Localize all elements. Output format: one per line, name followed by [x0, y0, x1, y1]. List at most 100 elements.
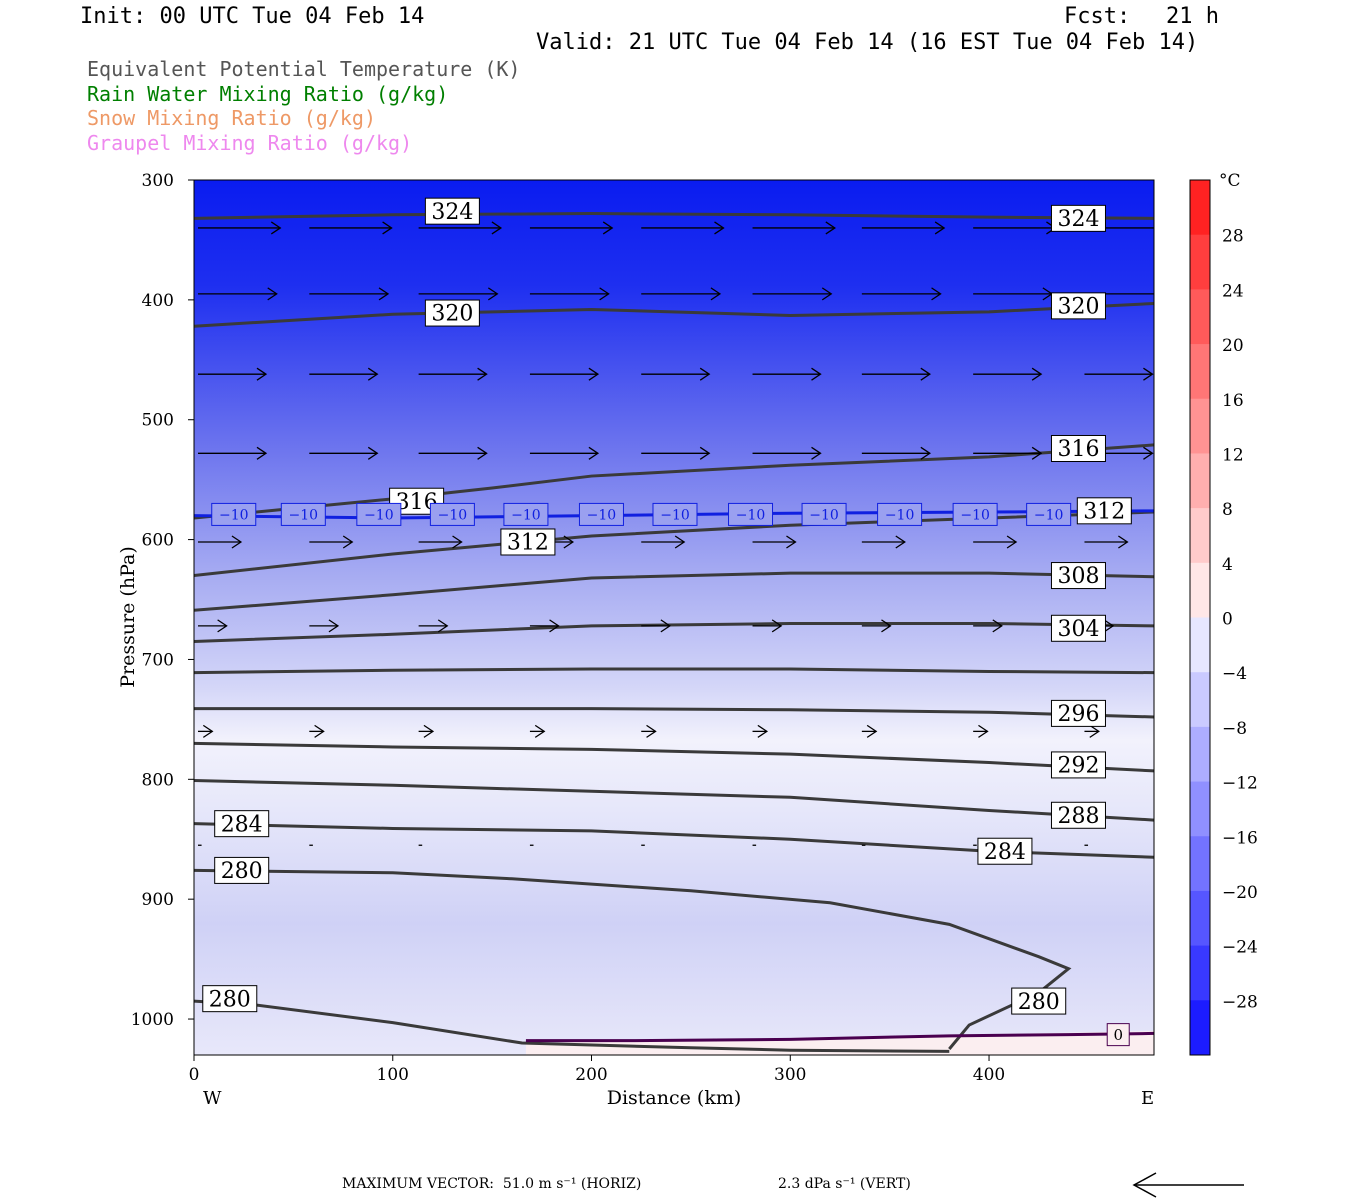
svg-text:320: 320 [1057, 295, 1099, 320]
svg-text:284: 284 [984, 840, 1026, 865]
colorbar-cell [1190, 945, 1210, 1001]
isotherm-label: −10 [356, 502, 402, 526]
y-tick-label: 500 [142, 411, 174, 431]
colorbar-cell [1190, 234, 1210, 290]
theta-e-contour-300 [194, 667, 1154, 675]
colorbar-label: 12 [1222, 445, 1244, 465]
theta-e-contour-292 [194, 741, 1154, 773]
wind-vector [198, 535, 243, 549]
theta-e-contour-296 [194, 707, 1154, 719]
colorbar-label: −28 [1222, 992, 1258, 1012]
colorbar-cell [1190, 289, 1210, 345]
colorbar-cell [1190, 672, 1210, 728]
theta-e-contour-308 [194, 571, 1154, 612]
plot-frame [193, 179, 1155, 1056]
colorbar-label: 8 [1222, 500, 1233, 520]
wind-vectors [198, 221, 1154, 846]
y-tick-label: 300 [142, 171, 174, 191]
svg-text:312: 312 [1083, 500, 1125, 525]
colorbar-cell [1190, 617, 1210, 673]
wind-vector [309, 367, 379, 381]
colorbar-cell [1190, 180, 1210, 236]
isotherm-zero-label: 0 [1106, 1023, 1130, 1047]
colorbar-cell [1190, 508, 1210, 564]
theta-e-label: 284 [214, 810, 270, 837]
colorbar-cell [1190, 726, 1210, 783]
legend-rain-water: Rain Water Mixing Ratio (g/kg) [87, 82, 449, 106]
svg-text:−10: −10 [511, 507, 541, 523]
svg-text:−10: −10 [1034, 507, 1064, 523]
wind-vector [309, 619, 340, 633]
svg-text:−10: −10 [587, 507, 617, 523]
wind-vector [418, 446, 488, 460]
svg-text:312: 312 [507, 531, 549, 556]
svg-text:304: 304 [1057, 617, 1099, 642]
max-vector-prefix: MAXIMUM VECTOR: [342, 1176, 494, 1192]
theta-e-label: 280 [214, 856, 270, 884]
svg-text:288: 288 [1057, 804, 1099, 829]
wind-vector [641, 535, 686, 549]
svg-text:296: 296 [1057, 702, 1099, 727]
wind-vector [752, 724, 769, 738]
theta-e-label: 284 [977, 837, 1033, 865]
wind-vector [1084, 724, 1100, 738]
colorbar-cell [1190, 398, 1210, 454]
svg-text:308: 308 [1057, 564, 1099, 589]
wind-vector [529, 221, 614, 235]
wind-vector [1084, 535, 1129, 549]
isotherm-label: −10 [652, 502, 698, 526]
colorbar-cell [1190, 836, 1210, 892]
svg-text:284: 284 [221, 812, 263, 837]
wind-vector [752, 287, 833, 301]
wind-vector [973, 619, 1003, 633]
colorbar-label: −8 [1222, 719, 1247, 739]
wind-vector [198, 446, 268, 460]
isotherm-label: −10 [429, 502, 475, 526]
wind-vector [861, 287, 942, 301]
colorbar-cell [1190, 781, 1210, 837]
wind-vector [198, 724, 214, 738]
colorbar-label: −24 [1222, 938, 1258, 958]
legend-theta-e: Equivalent Potential Temperature (K) [87, 57, 521, 81]
wind-vector [418, 287, 499, 301]
wind-vector [309, 446, 379, 460]
x-axis-title: Distance (km) [607, 1087, 742, 1109]
valid-time: Valid: 21 UTC Tue 04 Feb 14 (16 EST Tue … [536, 30, 1199, 55]
colorbar-label: 16 [1222, 391, 1244, 411]
colorbar-label: −16 [1222, 828, 1258, 848]
colorbar-label: 24 [1222, 281, 1244, 301]
theta-e-contour-312 [194, 510, 1154, 578]
theta-e-label: 312 [1076, 497, 1132, 525]
wind-vector [309, 221, 393, 235]
forecast-hour: 21 h [1166, 4, 1219, 29]
wind-vector [861, 619, 892, 633]
colorbar-cell [1190, 890, 1210, 947]
wind-vector [861, 535, 906, 549]
colorbar: 28 24 20 16 12 8 4 0 −4 −8 −12 −16 −20 −24 −28 [1189, 179, 1258, 1056]
wind-vector [198, 367, 268, 381]
isotherm-label: −10 [211, 502, 257, 526]
theta-e-label: 292 [1050, 751, 1106, 779]
wind-vector [418, 535, 463, 549]
isotherm-label: −10 [728, 502, 774, 526]
isotherm-label: −10 [280, 502, 326, 526]
svg-text:324: 324 [1057, 207, 1099, 232]
colorbar-unit: °C [1219, 171, 1241, 191]
wind-vector [973, 535, 1018, 549]
y-axis-title: Pressure (hPa) [117, 546, 139, 688]
svg-text:−10: −10 [289, 507, 319, 523]
wind-vector [529, 367, 600, 381]
svg-text:−10: −10 [660, 507, 690, 523]
svg-text:−10: −10 [736, 507, 766, 523]
wind-vector [529, 724, 546, 738]
isotherm-zero [525, 1031, 1154, 1043]
theta-e-contour-304 [194, 621, 1154, 643]
wind-vector [418, 619, 449, 633]
isotherm-label: −10 [503, 502, 549, 526]
wind-vector [861, 367, 931, 381]
temperature-fill-field [194, 180, 1154, 1055]
svg-text:324: 324 [431, 200, 473, 225]
isotherm-label: −10 [578, 502, 624, 526]
wind-vector [641, 724, 657, 738]
svg-text:320: 320 [431, 302, 473, 327]
